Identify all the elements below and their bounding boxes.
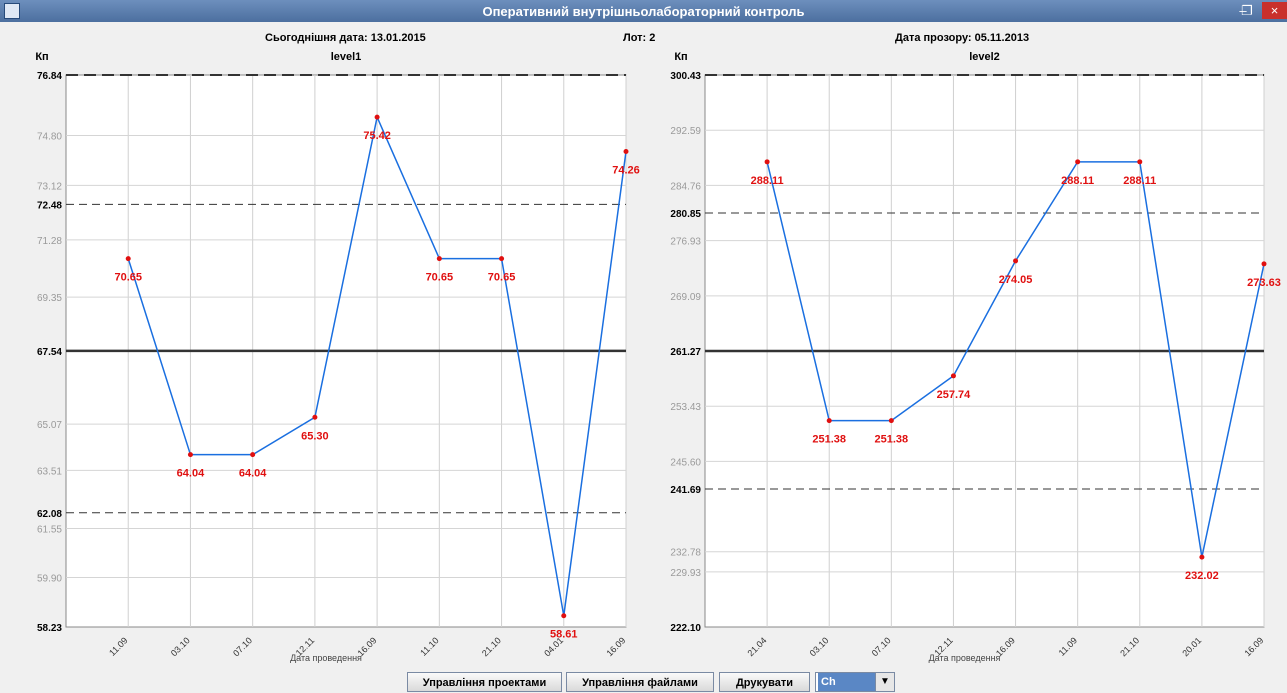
data-label: 70.65: [426, 272, 454, 284]
data-label: 251.38: [875, 434, 909, 446]
x-tick-label: 21.04: [746, 635, 769, 658]
x-tick-label: 20.01: [1180, 635, 1203, 658]
y-axis-label: Кп: [35, 51, 48, 63]
y-tick-label: 261.27: [670, 347, 701, 358]
x-tick-label: 11.09: [107, 635, 130, 658]
data-point: [950, 373, 956, 379]
data-point: [374, 114, 380, 120]
data-label: 70.65: [488, 272, 516, 284]
chart-title: level2: [969, 51, 1000, 63]
x-tick-label: 16.09: [604, 635, 627, 658]
y-tick-label: 73.12: [37, 181, 62, 192]
data-point: [1137, 159, 1143, 165]
y-tick-label: 276.93: [670, 237, 701, 248]
data-point: [623, 149, 629, 155]
y-tick-label: 74.80: [37, 132, 62, 143]
y-tick-label: 63.51: [37, 466, 62, 477]
y-tick-label: 300.43: [670, 71, 701, 82]
chart-select[interactable]: Ch ▼: [815, 672, 895, 692]
x-axis-label: Дата проведення: [929, 653, 1001, 663]
close-icon[interactable]: ×: [1262, 2, 1287, 19]
data-label: 75.42: [363, 130, 391, 142]
data-label: 58.61: [550, 629, 578, 641]
file-management-button[interactable]: Управління файлами: [566, 672, 714, 692]
data-label: 64.04: [239, 468, 267, 480]
y-tick-label: 232.78: [670, 548, 701, 559]
x-tick-label: 07.10: [231, 635, 254, 658]
x-tick-label: 11.10: [418, 635, 441, 658]
y-tick-label: 76.84: [37, 71, 62, 82]
data-point: [250, 452, 256, 458]
data-label: 274.05: [999, 274, 1033, 286]
x-tick-label: 11.09: [1057, 635, 1080, 658]
chart-select-value: Ch: [818, 673, 875, 691]
lot-number: Лот: 2: [623, 32, 656, 44]
data-point: [561, 613, 567, 619]
data-point: [888, 418, 894, 424]
data-label: 70.65: [114, 272, 142, 284]
data-label: 288.11: [751, 175, 784, 187]
data-point: [764, 159, 770, 165]
minimize-icon[interactable]: –: [1239, 3, 1247, 18]
data-point: [1199, 554, 1205, 560]
data-point: [1013, 258, 1019, 264]
y-tick-label: 241.69: [670, 485, 701, 496]
data-label: 64.04: [177, 468, 205, 480]
data-point: [125, 256, 131, 262]
print-button[interactable]: Друкувати: [719, 672, 810, 692]
x-tick-label: 03.10: [808, 635, 831, 658]
data-label: 232.02: [1185, 570, 1219, 582]
y-tick-label: 269.09: [670, 292, 701, 303]
y-tick-label: 62.08: [37, 509, 62, 520]
data-point: [1261, 261, 1267, 267]
y-tick-label: 71.28: [37, 236, 62, 247]
y-tick-label: 253.43: [670, 402, 701, 413]
data-point: [499, 256, 505, 262]
x-tick-label: 16.09: [1242, 635, 1265, 658]
y-tick-label: 222.10: [670, 623, 701, 634]
data-point: [312, 414, 318, 420]
y-tick-label: 65.07: [37, 420, 62, 431]
data-label: 257.74: [937, 389, 972, 401]
data-label: 74.26: [612, 165, 640, 177]
charts-area: 58.23 59.90 61.55 62.08 63.51 65.07 67.54 69.35…: [35, 51, 1281, 663]
project-management-button[interactable]: Управління проектами: [407, 672, 562, 692]
chart-title: level1: [331, 51, 362, 63]
data-label: 65.30: [301, 430, 329, 442]
y-axis-label: Кп: [674, 51, 687, 63]
data-label: 288.11: [1061, 175, 1094, 187]
data-label: 288.11: [1123, 175, 1156, 187]
x-tick-label: 03.10: [169, 635, 192, 658]
chart-level2: 222.10 229.93 232.78 241.69 245.60 253.43 261.…: [670, 51, 1280, 663]
x-tick-label: 21.10: [480, 635, 503, 658]
y-tick-label: 67.54: [37, 347, 62, 358]
chevron-down-icon[interactable]: ▼: [875, 673, 894, 691]
y-tick-label: 292.59: [670, 126, 701, 137]
expiry-date: Дата прозору: 05.11.2013: [895, 32, 1030, 44]
data-point: [826, 418, 832, 424]
today-date: Сьогоднішня дата: 13.01.2015: [265, 32, 426, 44]
data-point: [187, 452, 193, 458]
y-tick-label: 58.23: [37, 623, 62, 634]
y-tick-label: 280.85: [670, 209, 701, 220]
x-tick-label: 21.10: [1118, 635, 1141, 658]
y-tick-label: 61.55: [37, 525, 62, 536]
data-point: [436, 256, 442, 262]
y-tick-label: 72.48: [37, 200, 62, 211]
y-tick-label: 284.76: [670, 181, 701, 192]
data-label: 273.63: [1247, 277, 1281, 289]
y-tick-label: 69.35: [37, 293, 62, 304]
x-axis-label: Дата проведення: [290, 653, 362, 663]
app-icon: [4, 3, 20, 19]
x-tick-label: 07.10: [870, 635, 893, 658]
y-tick-label: 245.60: [670, 457, 701, 468]
maximize-icon[interactable]: ❐: [1241, 3, 1253, 18]
data-label: 251.38: [812, 434, 846, 446]
y-tick-label: 59.90: [37, 573, 62, 584]
y-tick-label: 229.93: [670, 568, 701, 579]
title-bar: Оперативний внутрішньолабораторний контр…: [0, 0, 1287, 22]
chart-level1: 58.23 59.90 61.55 62.08 63.51 65.07 67.54 69.35…: [35, 51, 639, 663]
window-title: Оперативний внутрішньолабораторний контр…: [482, 4, 805, 19]
data-point: [1075, 159, 1081, 165]
